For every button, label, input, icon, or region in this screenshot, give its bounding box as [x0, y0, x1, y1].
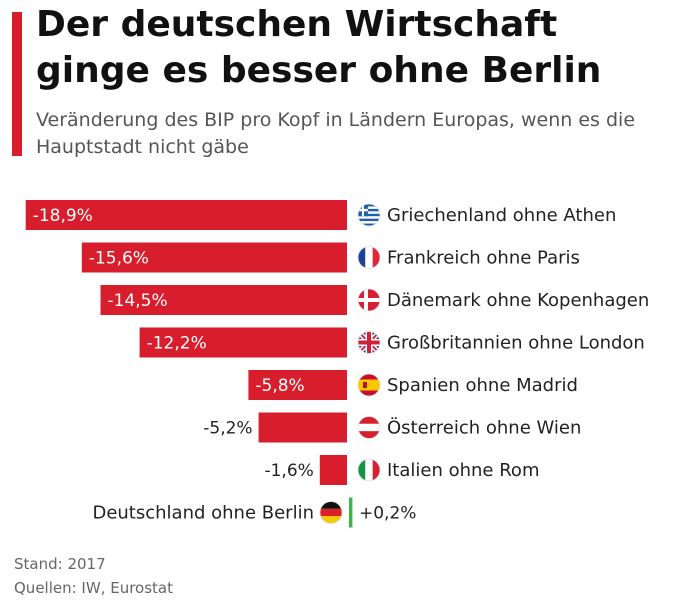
- bar-value-label: -1,6%: [264, 461, 313, 481]
- accent-bar: [12, 12, 22, 156]
- bar-row: -15,6% Frankreich ohne Paris: [81, 242, 580, 273]
- category-label: Italien ohne Rom: [387, 460, 539, 481]
- bar-row: +0,2% Deutschland ohne Berlin: [92, 497, 416, 528]
- category-label: Österreich ohne Wien: [387, 417, 581, 439]
- bar-row: -5,2% Österreich ohne Wien: [203, 412, 581, 443]
- category-label: Dänemark ohne Kopenhagen: [387, 290, 649, 311]
- chart-subtitle: Veränderung des BIP pro Kopf in Ländern …: [36, 109, 636, 158]
- bar-value-label: -15,6%: [89, 249, 149, 269]
- bar-value-label: -5,2%: [203, 419, 252, 439]
- category-label: Deutschland ohne Berlin: [92, 503, 314, 524]
- bar-row: -18,9% Griechenland ohne Athen: [25, 200, 616, 230]
- chart-title: Der deutschen Wirtschaft ginge es besser…: [36, 4, 602, 91]
- bar: [258, 412, 347, 443]
- bar-value-label: +0,2%: [359, 504, 416, 524]
- bar: [25, 200, 347, 230]
- category-label: Griechenland ohne Athen: [387, 205, 616, 226]
- bar: [81, 242, 348, 273]
- bar-row: -14,5% Dänemark ohne Kopenhagen: [100, 285, 649, 315]
- bar: [319, 455, 347, 485]
- bar-row: -1,6% Italien ohne Rom: [264, 455, 539, 485]
- bar: [139, 327, 347, 358]
- bar: [100, 285, 347, 315]
- stand-note: Stand: 2017: [14, 555, 106, 573]
- source-note: Quellen: IW, Eurostat: [14, 579, 173, 597]
- bar-value-label: -5,8%: [255, 376, 304, 396]
- bar-value-label: -12,2%: [147, 334, 207, 354]
- category-label: Frankreich ohne Paris: [387, 248, 580, 269]
- bar-value-label: -14,5%: [108, 291, 168, 311]
- bar: [248, 370, 347, 400]
- bar-value-label: -18,9%: [33, 206, 93, 226]
- bar-chart: -18,9% Griechenland ohne Athen -15,6% Frank…: [25, 200, 649, 528]
- bar-row: -12,2% Großbritannien ohne London: [139, 327, 645, 358]
- category-label: Spanien ohne Madrid: [387, 375, 578, 396]
- category-label: Großbritannien ohne London: [387, 333, 645, 354]
- bar-row: -5,8% Spanien ohne Madrid: [248, 370, 578, 400]
- bar: [349, 497, 353, 528]
